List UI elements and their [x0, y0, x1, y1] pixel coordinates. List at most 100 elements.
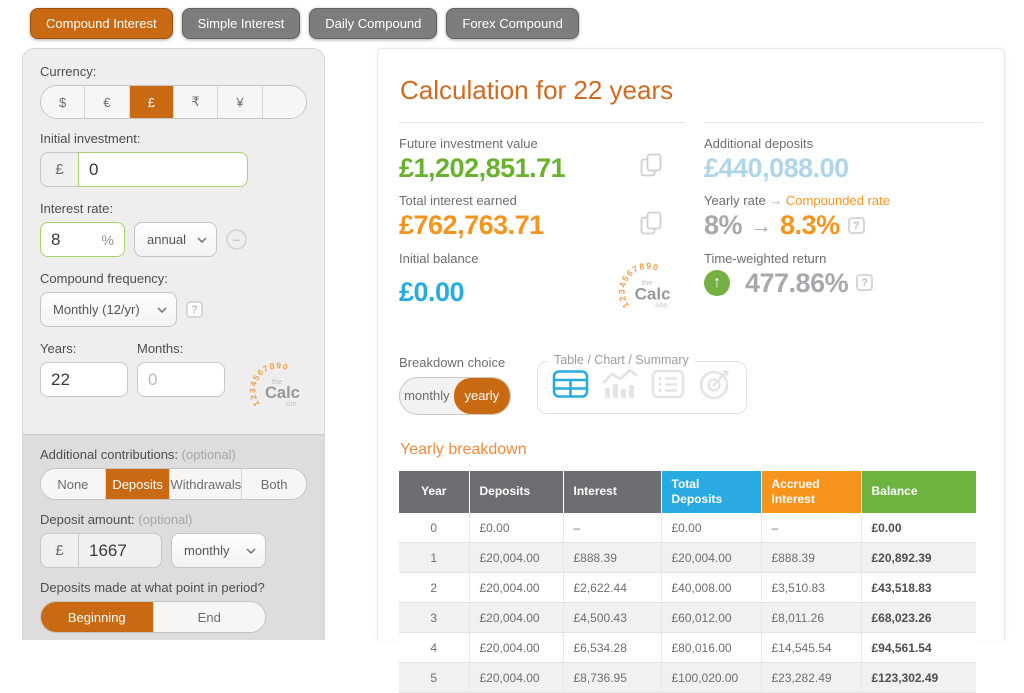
arrow-right-icon: → [750, 212, 773, 238]
cell-accrued-interest: – [761, 512, 862, 544]
compound-frequency-label: Compound frequency: [40, 271, 168, 286]
col-interest: Interest [563, 470, 662, 513]
up-arrow-icon: ↑ [704, 269, 730, 296]
copy-icon[interactable] [639, 152, 664, 184]
cell-balance: £68,023.26 [861, 602, 976, 634]
currency-option-jpy[interactable]: ¥ [217, 86, 262, 118]
breakdown-heading: Yearly breakdown [400, 440, 527, 458]
months-input[interactable] [137, 362, 225, 397]
cell-accrued-interest: £8,011.26 [761, 602, 862, 634]
compounded-rate-value: 8.3% [780, 210, 840, 241]
cell-balance: £123,302.49 [861, 662, 976, 693]
chart-view-icon[interactable] [602, 368, 638, 404]
calculator-form-panel: Currency: $ € £ ₹ ¥ Initial investment: … [22, 48, 325, 640]
col-deposits: Deposits [469, 470, 564, 513]
tab-compound-interest[interactable]: Compound Interest [30, 8, 173, 39]
table-row: 5 £20,004.00 £8,736.95 £100,020.00 £23,2… [399, 662, 976, 693]
yearly-breakdown-table: Year Deposits Interest Total Deposits Ac… [399, 470, 976, 693]
currency-selector: $ € £ ₹ ¥ [40, 85, 307, 119]
cell-interest: £8,736.95 [563, 662, 662, 693]
cell-year: 4 [399, 632, 470, 664]
breakdown-option-yearly[interactable]: yearly [453, 377, 510, 414]
svg-text:the: the [272, 377, 282, 386]
cell-accrued-interest: £14,545.54 [761, 632, 862, 664]
contrib-option-withdrawals[interactable]: Withdrawals [169, 469, 242, 499]
tab-daily-compound[interactable]: Daily Compound [309, 8, 438, 39]
chevron-down-icon [189, 236, 207, 243]
timing-option-beginning[interactable]: Beginning [41, 602, 153, 632]
additional-contributions-label: Additional contributions: (optional) [40, 447, 236, 462]
cell-year: 1 [399, 542, 470, 574]
col-balance: Balance [861, 470, 976, 513]
cell-accrued-interest: £23,282.49 [761, 662, 862, 693]
view-switcher-label: Table / Chart / Summary [548, 352, 695, 367]
cell-balance: £94,561.54 [861, 632, 976, 664]
currency-option-usd[interactable]: $ [41, 86, 85, 118]
interest-rate-input[interactable] [51, 229, 102, 250]
results-panel: Calculation for 22 years Future investme… [377, 48, 1005, 693]
rate-period-value: annual [147, 232, 187, 247]
cell-interest: £6,534.28 [563, 632, 662, 664]
cell-year: 3 [399, 602, 470, 634]
cell-balance: £0.00 [861, 512, 976, 544]
twr-value: 477.86% [745, 267, 849, 298]
total-interest-label: Total interest earned [399, 193, 517, 209]
svg-text:the: the [642, 278, 653, 287]
cell-accrued-interest: £888.39 [761, 542, 862, 574]
cell-total-deposits: £0.00 [661, 512, 762, 544]
years-input[interactable] [40, 362, 128, 397]
contrib-option-deposits[interactable]: Deposits [104, 469, 170, 499]
compound-frequency-select[interactable]: Monthly (12/yr) [40, 292, 177, 327]
rate-period-select[interactable]: annual [134, 222, 217, 257]
svg-text:site: site [655, 301, 667, 310]
table-row: 0 £0.00 – £0.00 – £0.00 [399, 512, 976, 544]
contrib-option-both[interactable]: Both [241, 469, 306, 499]
months-label: Months: [137, 341, 184, 356]
currency-option-gbp[interactable]: £ [128, 86, 173, 118]
goal-view-icon[interactable] [698, 368, 732, 405]
breakdown-option-monthly[interactable]: monthly [404, 388, 450, 404]
percent-suffix: % [101, 231, 114, 248]
help-icon[interactable]: ? [856, 274, 874, 292]
total-interest-value: £762,763.71 [399, 210, 544, 241]
summary-view-icon[interactable] [651, 369, 685, 404]
cell-deposits: £20,004.00 [469, 662, 564, 693]
future-value: £1,202,851.71 [399, 153, 566, 183]
currency-prefix: £ [40, 152, 78, 187]
table-row: 4 £20,004.00 £6,534.28 £80,016.00 £14,54… [399, 632, 976, 664]
svg-text:Calc: Calc [265, 384, 300, 402]
initial-investment-input[interactable] [78, 152, 248, 187]
chevron-down-icon [238, 547, 256, 554]
breakdown-choice-label: Breakdown choice [399, 354, 506, 370]
timing-option-end[interactable]: End [152, 602, 265, 632]
cell-deposits: £20,004.00 [469, 572, 564, 604]
additional-deposits-label: Additional deposits [704, 136, 814, 151]
currency-option-eur[interactable]: € [84, 86, 129, 118]
remove-rate-icon[interactable]: – [226, 229, 247, 250]
deposit-amount-input[interactable] [78, 533, 162, 568]
cell-deposits: £20,004.00 [469, 602, 564, 634]
initial-balance-value: £0.00 [399, 277, 465, 308]
tab-forex-compound[interactable]: Forex Compound [446, 8, 579, 39]
help-icon[interactable]: ? [847, 217, 865, 235]
cell-year: 5 [399, 662, 470, 693]
deposit-period-select[interactable]: monthly [171, 533, 266, 568]
cell-deposits: £0.00 [469, 512, 564, 544]
table-view-icon[interactable] [552, 369, 589, 404]
interest-rate-field: % [40, 222, 125, 257]
help-icon[interactable]: ? [186, 301, 203, 318]
currency-option-custom[interactable] [261, 86, 306, 118]
copy-icon[interactable] [639, 210, 664, 242]
svg-text:Calc: Calc [635, 284, 671, 303]
col-total-deposits: Total Deposits [661, 470, 762, 513]
tab-simple-interest[interactable]: Simple Interest [181, 8, 301, 39]
cell-accrued-interest: £3,510.83 [761, 572, 862, 604]
table-row: 2 £20,004.00 £2,622.44 £40,008.00 £3,510… [399, 572, 976, 604]
col-accrued-interest: Accrued Interest [761, 470, 862, 513]
table-header-row: Year Deposits Interest Total Deposits Ac… [399, 470, 976, 513]
currency-option-inr[interactable]: ₹ [172, 86, 218, 118]
table-row: 1 £20,004.00 £888.39 £20,004.00 £888.39 … [399, 542, 976, 574]
cell-deposits: £20,004.00 [469, 542, 564, 574]
contrib-option-none[interactable]: None [41, 469, 105, 499]
compound-frequency-value: Monthly (12/yr) [53, 302, 140, 317]
